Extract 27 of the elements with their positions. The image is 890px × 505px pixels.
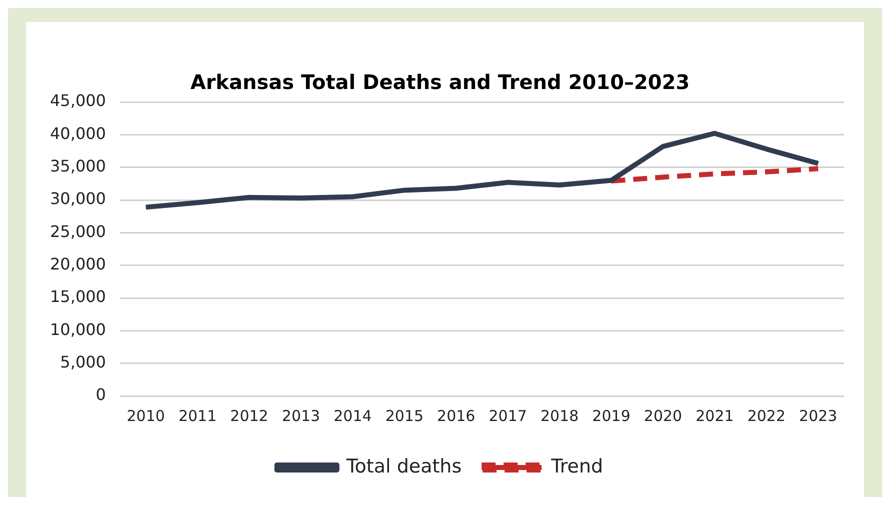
x-tick-label: 2017 (488, 406, 527, 425)
y-tick-label: 20,000 (50, 254, 106, 274)
x-tick-label: 2014 (334, 406, 372, 425)
x-tick-label: 2021 (696, 406, 734, 425)
x-tick-label: 2019 (592, 406, 630, 425)
y-tick-label: 40,000 (50, 124, 106, 143)
x-tick-label: 2010 (126, 406, 165, 425)
y-tick-label: 15,000 (50, 287, 106, 306)
y-tick-label: 10,000 (50, 320, 106, 339)
x-tick-label: 2013 (282, 406, 320, 425)
y-tick-label: 30,000 (50, 189, 106, 208)
x-tick-label: 2011 (178, 406, 217, 425)
y-tick-label: 5,000 (60, 352, 106, 372)
chart-title: Arkansas Total Deaths and Trend 2010–2023 (190, 70, 690, 94)
x-tick-label: 2023 (799, 406, 838, 425)
x-tick-label: 2018 (540, 406, 579, 425)
x-tick-label: 2012 (230, 406, 268, 425)
x-tick-label: 2016 (437, 406, 476, 425)
y-tick-label: 35,000 (50, 156, 106, 176)
x-tick-label: 2022 (747, 406, 786, 425)
x-tick-label: 2020 (644, 406, 682, 425)
y-tick-label: 25,000 (50, 222, 106, 241)
legend-label: Trend (550, 455, 604, 478)
legend-label: Total deaths (345, 455, 462, 478)
y-tick-label: 45,000 (50, 91, 106, 110)
y-tick-label: 0 (96, 385, 106, 404)
x-tick-label: 2015 (385, 406, 424, 425)
